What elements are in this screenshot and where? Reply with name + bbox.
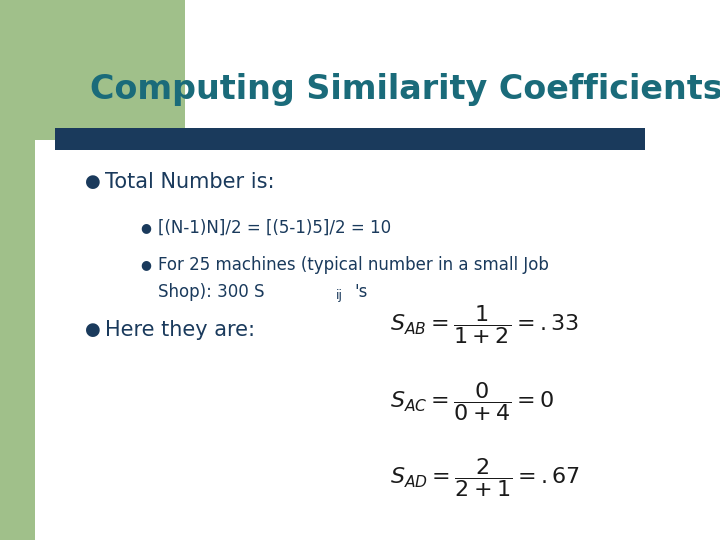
Text: ●: ●	[85, 173, 101, 191]
Text: ij: ij	[336, 289, 343, 302]
Text: 's: 's	[354, 283, 367, 301]
Text: Total Number is:: Total Number is:	[105, 172, 274, 192]
Text: [(N-1)N]/2 = [(5-1)5]/2 = 10: [(N-1)N]/2 = [(5-1)5]/2 = 10	[158, 219, 391, 237]
Bar	[0, 0, 185, 140]
Text: Shop): 300 S: Shop): 300 S	[158, 283, 264, 301]
Text: $S_{AB} = \dfrac{1}{1+2} = .33$: $S_{AB} = \dfrac{1}{1+2} = .33$	[390, 303, 579, 347]
Text: For 25 machines (typical number in a small Job: For 25 machines (typical number in a sma…	[158, 256, 549, 274]
Bar	[55, 128, 645, 150]
FancyBboxPatch shape	[35, 0, 720, 540]
Text: ●: ●	[140, 221, 151, 234]
Text: Here they are:: Here they are:	[105, 320, 255, 340]
Text: $S_{AC} = \dfrac{0}{0+4} = 0$: $S_{AC} = \dfrac{0}{0+4} = 0$	[390, 381, 554, 423]
Text: ●: ●	[140, 259, 151, 272]
FancyBboxPatch shape	[65, 0, 720, 540]
Text: $S_{AD} = \dfrac{2}{2+1} = .67$: $S_{AD} = \dfrac{2}{2+1} = .67$	[390, 456, 580, 500]
Text: ●: ●	[85, 321, 101, 339]
Text: Computing Similarity Coefficients:: Computing Similarity Coefficients:	[90, 73, 720, 106]
